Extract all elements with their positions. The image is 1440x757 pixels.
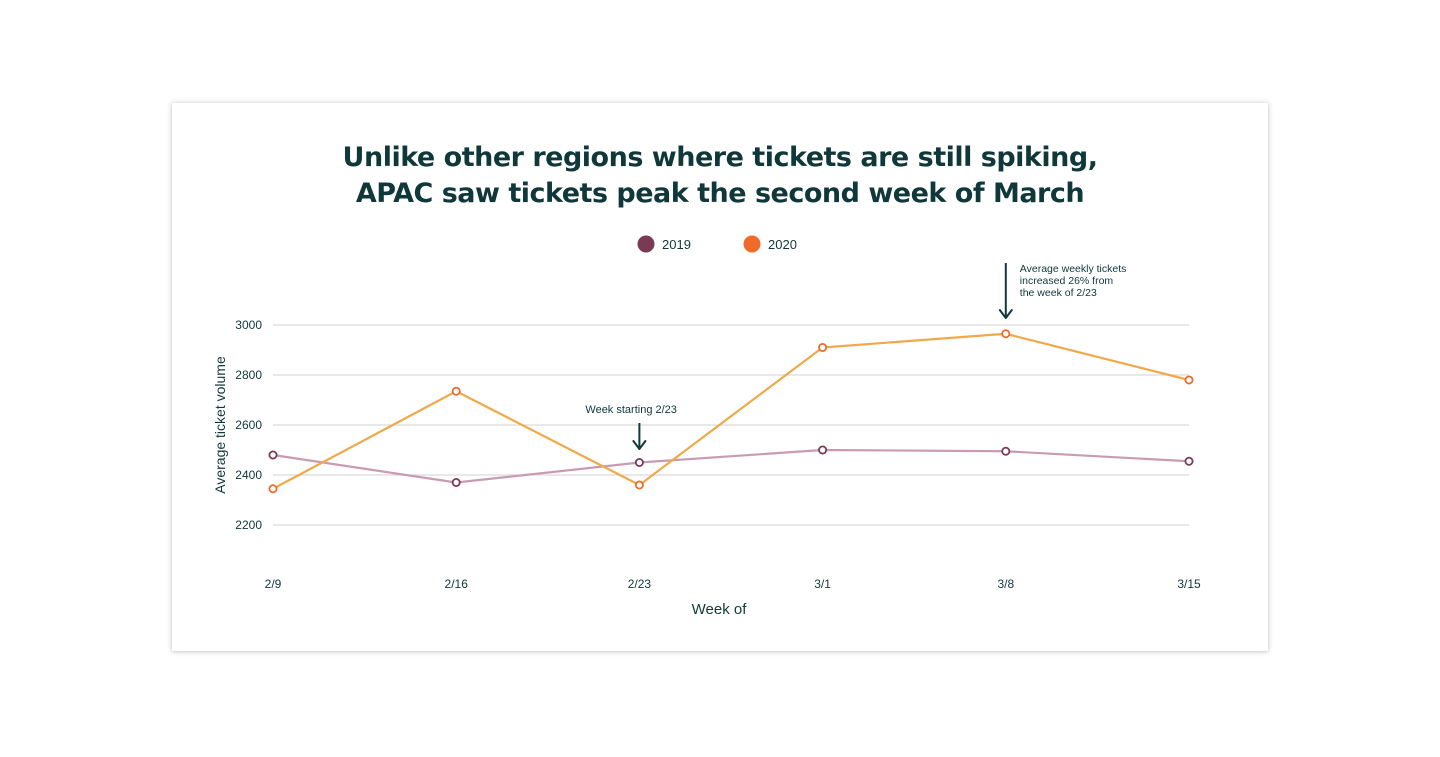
legend-label-2020: 2020 — [768, 237, 797, 252]
data-point-2020 — [268, 484, 278, 494]
data-point-2020 — [1184, 375, 1194, 385]
x-tick-label: 3/15 — [1177, 577, 1201, 591]
data-point-2019 — [268, 450, 278, 460]
annotation-text: Average weekly tickets — [1020, 263, 1127, 275]
y-tick-label: 2200 — [235, 518, 262, 532]
y-axis-label: Average ticket volume — [212, 356, 228, 494]
annotation-text: the week of 2/23 — [1020, 287, 1097, 299]
x-tick-label: 2/9 — [265, 577, 282, 591]
series — [268, 329, 1194, 494]
chart-card: Unlike other regions where tickets are s… — [172, 103, 1268, 651]
line-chart: 2019 2020 2200 2400 2600 2800 3000 2/9 2/16 2/2… — [212, 235, 1201, 618]
y-tick-labels: 2200 2400 2600 2800 3000 — [235, 318, 262, 532]
legend: 2019 2020 — [637, 235, 797, 253]
y-tick-label: 3000 — [235, 318, 262, 332]
series-line-2019 — [272, 448, 1190, 484]
grid — [273, 324, 1189, 526]
annotation-arrow-head — [632, 440, 647, 450]
y-tick-label: 2600 — [235, 418, 262, 432]
data-point-2020 — [634, 480, 644, 490]
chart-title: Unlike other regions where tickets are s… — [172, 140, 1268, 212]
data-point-2019 — [818, 445, 828, 455]
x-tick-label: 2/23 — [628, 577, 652, 591]
data-point-2020 — [818, 342, 828, 352]
series-2020 — [268, 329, 1194, 494]
legend-marker-2019 — [637, 235, 655, 253]
annotations: Week starting 2/23 Average weekly tickets… — [585, 263, 1127, 450]
legend-marker-2020 — [743, 235, 761, 253]
chart-title-line-1: Unlike other regions where tickets are s… — [342, 142, 1098, 173]
x-axis-label: Week of — [692, 601, 748, 618]
annotation-arrow-head — [998, 309, 1013, 319]
y-tick-label: 2800 — [235, 368, 262, 382]
x-tick-label: 3/1 — [814, 577, 831, 591]
x-tick-label: 2/16 — [445, 577, 469, 591]
series-2019 — [268, 445, 1194, 487]
data-point-2019 — [451, 477, 461, 487]
x-tick-labels: 2/9 2/16 2/23 3/1 3/8 3/15 — [265, 577, 1201, 591]
data-point-2019 — [1184, 456, 1194, 466]
x-tick-label: 3/8 — [997, 577, 1014, 591]
annotation-feb23: Week starting 2/23 — [585, 404, 677, 450]
data-point-2020 — [1001, 329, 1011, 339]
chart-title-line-2: APAC saw tickets peak the second week of… — [355, 178, 1085, 209]
data-point-2019 — [634, 457, 644, 467]
y-tick-label: 2400 — [235, 468, 262, 482]
legend-label-2019: 2019 — [662, 237, 691, 252]
data-point-2019 — [1001, 446, 1011, 456]
annotation-text: increased 26% from — [1020, 275, 1114, 287]
series-line-2020 — [272, 332, 1190, 490]
data-point-2020 — [451, 386, 461, 396]
annotation-text: Week starting 2/23 — [585, 404, 677, 416]
